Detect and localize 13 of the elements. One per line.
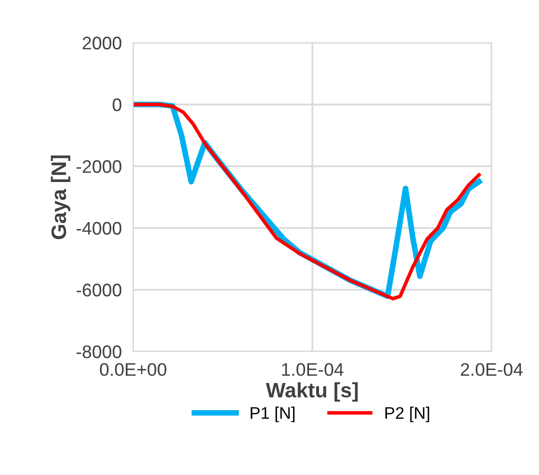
legend-label: P2 [N] <box>385 406 430 422</box>
y-tick-label: -8000 <box>76 345 122 358</box>
y-tick-label: 2000 <box>82 36 122 50</box>
y-tick-label: -4000 <box>76 222 122 235</box>
y-tick-label: -6000 <box>76 284 122 296</box>
y-axis-title: Gaya [N] <box>50 155 70 240</box>
x-axis-title: Waktu [s] <box>266 382 358 402</box>
x-tick-label: 0.0E+00 <box>100 363 166 376</box>
y-tick-label: 0 <box>112 98 122 112</box>
legend-label: P1 [N] <box>250 406 294 422</box>
x-tick-label: 1.0E-04 <box>282 363 344 376</box>
x-tick-label: 2.0E-04 <box>460 363 523 376</box>
y-tick-label: -2000 <box>76 160 122 173</box>
